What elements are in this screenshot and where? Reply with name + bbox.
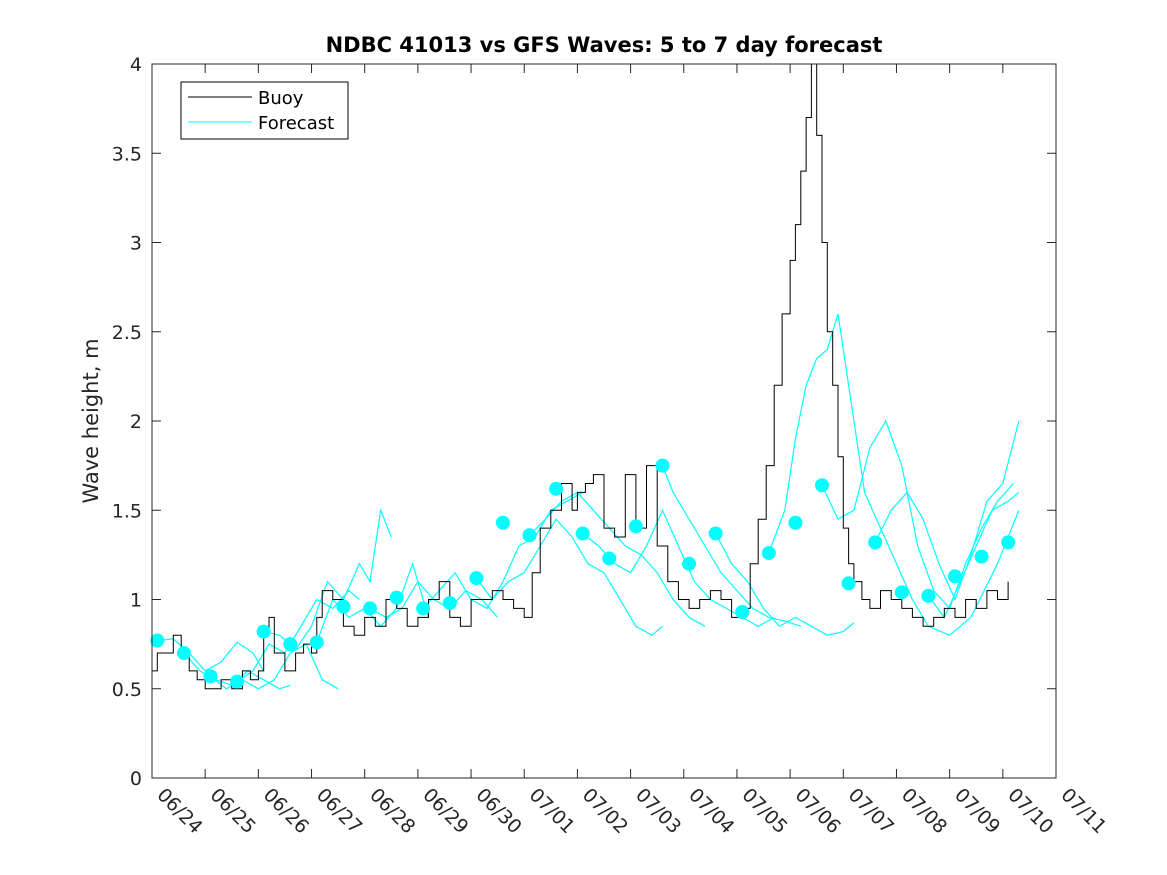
y-tick-label: 1.5 xyxy=(112,500,142,522)
forecast-line-11 xyxy=(661,465,801,627)
y-tick-label: 4 xyxy=(130,54,142,76)
forecast-marker-23 xyxy=(761,546,776,561)
forecast-marker-22 xyxy=(735,604,750,619)
forecast-marker-9 xyxy=(389,590,404,605)
forecast-line-8 xyxy=(475,518,663,636)
forecast-marker-4 xyxy=(256,624,271,639)
y-tick-label: 3 xyxy=(130,233,142,255)
y-tick-label: 2.5 xyxy=(112,322,142,344)
forecast-marker-2 xyxy=(203,669,218,684)
forecast-marker-3 xyxy=(230,674,245,689)
forecast-marker-18 xyxy=(628,519,643,534)
forecast-line-0 xyxy=(157,638,265,672)
y-tick-label: 2 xyxy=(130,411,142,433)
forecast-marker-20 xyxy=(682,556,697,571)
forecast-marker-28 xyxy=(894,585,909,600)
forecast-marker-11 xyxy=(442,596,457,611)
forecast-line-13 xyxy=(768,313,1020,636)
forecast-marker-24 xyxy=(788,515,803,530)
legend: Buoy Forecast xyxy=(180,81,349,140)
forecast-marker-29 xyxy=(921,588,936,603)
chart-title: NDBC 41013 vs GFS Waves: 5 to 7 day fore… xyxy=(326,33,883,57)
forecast-marker-25 xyxy=(815,478,830,493)
forecast-marker-14 xyxy=(522,528,537,543)
y-tick-label: 1 xyxy=(130,590,142,612)
forecast-marker-31 xyxy=(974,549,989,564)
forecast-marker-8 xyxy=(363,601,378,616)
y-tick-label: 3.5 xyxy=(112,143,142,165)
y-axis-label: Wave height, m xyxy=(79,338,103,503)
forecast-marker-10 xyxy=(416,601,431,616)
forecast-marker-32 xyxy=(1001,535,1016,550)
y-tick-label: 0 xyxy=(130,768,142,790)
forecast-marker-12 xyxy=(469,571,484,586)
forecast-marker-15 xyxy=(549,481,564,496)
forecast-marker-6 xyxy=(309,635,324,650)
legend-forecast-label: Forecast xyxy=(258,113,334,134)
legend-box xyxy=(180,81,349,140)
y-tick-label: 0.5 xyxy=(112,679,142,701)
forecast-marker-19 xyxy=(655,458,670,473)
forecast-line-12 xyxy=(715,533,855,636)
forecast-marker-16 xyxy=(575,526,590,541)
forecast-marker-21 xyxy=(708,526,723,541)
forecast-line-15 xyxy=(874,420,1020,602)
forecast-marker-5 xyxy=(283,637,298,652)
forecast-marker-30 xyxy=(947,569,962,584)
forecast-marker-1 xyxy=(176,646,191,661)
plot-series-group xyxy=(152,64,1020,690)
legend-buoy-label: Buoy xyxy=(258,88,304,109)
forecast-marker-0 xyxy=(150,633,165,648)
forecast-marker-26 xyxy=(841,576,856,591)
forecast-line-14 xyxy=(821,419,1014,610)
forecast-line-3 xyxy=(236,589,360,683)
buoy-line xyxy=(152,64,1009,690)
forecast-marker-7 xyxy=(336,599,351,614)
forecast-marker-27 xyxy=(868,535,883,550)
forecast-marker-17 xyxy=(602,551,617,566)
forecast-marker-13 xyxy=(495,515,510,530)
plot-area xyxy=(150,64,1020,690)
